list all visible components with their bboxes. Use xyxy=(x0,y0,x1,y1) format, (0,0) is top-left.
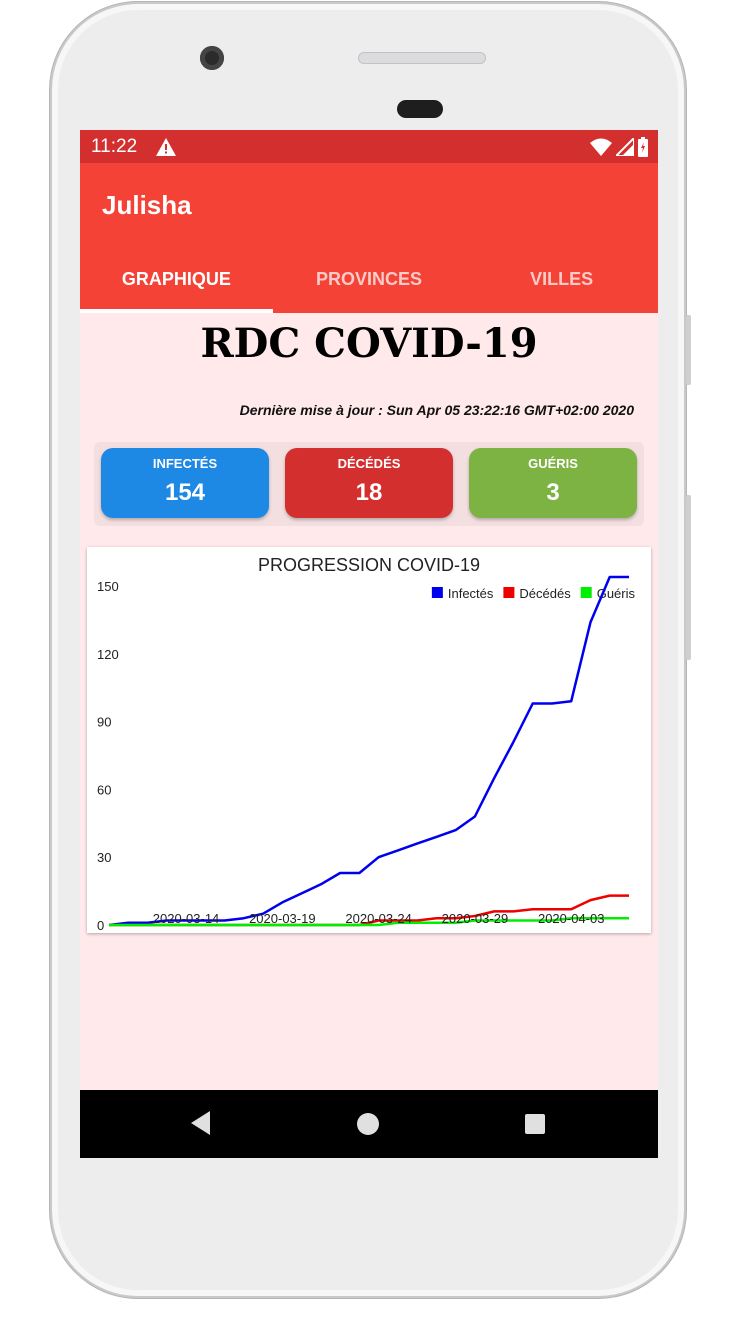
stats-row: INFECTÉS 154 DÉCÉDÉS 18 GUÉRIS 3 xyxy=(94,442,644,526)
warning-icon xyxy=(156,138,176,161)
recovered-card: GUÉRIS 3 xyxy=(469,448,637,518)
app-title: Julisha xyxy=(102,190,192,220)
status-time: 11:22 xyxy=(91,136,138,157)
progression-chart: PROGRESSION COVID-19 Guéris Décédés Infect… xyxy=(87,547,651,933)
series-line xyxy=(109,916,629,927)
x-tick-label: 2020-03-29 xyxy=(442,911,509,926)
recovered-label: GUÉRIS xyxy=(528,456,578,471)
infected-label: INFECTÉS xyxy=(152,456,218,471)
front-camera xyxy=(200,46,224,70)
back-icon[interactable] xyxy=(188,1108,214,1138)
x-tick-label: 2020-03-24 xyxy=(345,911,412,926)
legend-label: Décédés xyxy=(519,586,571,601)
legend-label: Guéris xyxy=(597,586,636,601)
chart-legend: Guéris Décédés Infectés xyxy=(431,586,636,601)
y-tick-label: 120 xyxy=(97,647,119,662)
infected-card: INFECTÉS 154 xyxy=(101,448,269,518)
y-tick-label: 90 xyxy=(97,715,111,730)
legend-swatch xyxy=(580,587,592,598)
tab-graphique[interactable]: GRAPHIQUE xyxy=(80,259,273,313)
y-axis: 0 30 60 90 120 150 xyxy=(97,579,119,933)
power-button xyxy=(686,315,691,385)
tab-provinces[interactable]: PROVINCES xyxy=(315,269,423,289)
y-tick-label: 0 xyxy=(97,918,104,933)
volume-button xyxy=(686,495,691,660)
chart-title: PROGRESSION COVID-19 xyxy=(258,555,480,575)
x-tick-label: 2020-04-03 xyxy=(538,911,605,926)
recents-icon[interactable] xyxy=(523,1112,547,1136)
signal-icon xyxy=(616,138,634,156)
x-tick-label: 2020-03-14 xyxy=(153,911,220,926)
page-title: RDC COVID-19 xyxy=(200,320,538,367)
y-tick-label: 150 xyxy=(97,579,119,594)
navigation-bar xyxy=(80,1090,658,1158)
earpiece-speaker xyxy=(358,52,486,64)
battery-icon xyxy=(638,137,648,157)
x-axis: 2020-03-14 2020-03-19 2020-03-24 2020-03-29… xyxy=(153,911,605,926)
home-icon[interactable] xyxy=(356,1112,380,1136)
infected-count: 154 xyxy=(164,479,206,506)
proximity-sensor xyxy=(397,100,443,118)
x-tick-label: 2020-03-19 xyxy=(249,911,316,926)
status-bar: 11:22 xyxy=(80,130,658,163)
deaths-label: DÉCÉDÉS xyxy=(337,456,401,471)
tab-villes[interactable]: VILLES xyxy=(530,269,594,289)
phone-screen: 11:22 Julisha GRAPHIQUE PROVINCES VILLES… xyxy=(80,130,658,1158)
last-update-text: Dernière mise à jour : Sun Apr 05 23:22:… xyxy=(239,402,634,418)
legend-swatch xyxy=(431,587,443,598)
series-lines xyxy=(108,575,629,927)
tab-bar: GRAPHIQUE PROVINCES VILLES xyxy=(80,259,658,313)
y-tick-label: 60 xyxy=(97,782,111,797)
recovered-count: 3 xyxy=(546,479,560,506)
chart-canvas: PROGRESSION COVID-19 Guéris Décédés Infect… xyxy=(97,555,636,933)
deaths-count: 18 xyxy=(355,479,383,506)
legend-swatch xyxy=(503,587,515,598)
y-tick-label: 30 xyxy=(97,850,111,865)
series-line xyxy=(108,575,629,927)
app-bar: Julisha GRAPHIQUE PROVINCES VILLES xyxy=(80,163,658,313)
legend-label: Infectés xyxy=(448,586,494,601)
deaths-card: DÉCÉDÉS 18 xyxy=(285,448,453,518)
wifi-icon xyxy=(590,138,612,156)
